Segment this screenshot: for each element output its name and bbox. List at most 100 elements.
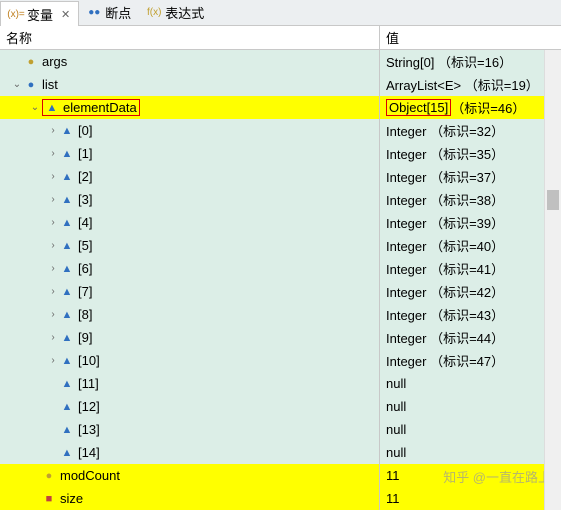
variable-value: Integer （标识=41） [380,257,561,280]
tree-row[interactable]: ›▲[12]null [0,395,561,418]
tree-row[interactable]: ›▲[2]Integer （标识=37） [0,165,561,188]
tree-row-name-cell: ›■size [0,487,380,510]
tree-row-name-cell: ›▲[7] [0,280,380,303]
variable-value: null [380,441,561,464]
tree-row-name-cell: ›▲[10] [0,349,380,372]
tree-row-name-cell: ›▲[13] [0,418,380,441]
variable-icon: ▲ [60,147,74,161]
tree-row[interactable]: ›▲[13]null [0,418,561,441]
close-icon[interactable]: ✕ [61,8,70,21]
tree-row-name-cell: ›▲[4] [0,211,380,234]
variable-icon: ▲ [60,377,74,391]
expand-icon[interactable]: › [46,354,60,368]
tree-row[interactable]: ›■size11 [0,487,561,510]
expand-icon[interactable]: › [46,147,60,161]
variable-icon: ● [24,55,38,69]
variables-tree: › ● args String[0] （标识=16）⌄●listArrayList<E… [0,50,561,510]
variable-value: Integer （标识=38） [380,188,561,211]
tree-row[interactable]: ›▲[11]null [0,372,561,395]
column-header-row: 名称 值 [0,26,561,50]
column-header-name[interactable]: 名称 [0,26,380,49]
tree-row-name-cell: ›●modCount [0,464,380,487]
variable-name: [11] [78,376,99,391]
variable-name: [14] [78,445,100,460]
tree-row[interactable]: ›▲[14]null [0,441,561,464]
variable-value: String[0] （标识=16） [380,50,561,73]
tree-row[interactable]: ›▲[3]Integer （标识=38） [0,188,561,211]
tab-label: 断点 [105,3,131,22]
tree-row[interactable]: ›▲[8]Integer （标识=43） [0,303,561,326]
tab-0[interactable]: (x)=变量✕ [0,1,79,26]
variable-value: ArrayList<E> （标识=19） [380,73,561,96]
tab-icon: (x)= [9,7,23,21]
variable-value: Integer （标识=47） [380,349,561,372]
tree-row-name-cell: ⌄▲elementData [0,96,380,119]
expand-icon[interactable]: › [46,170,60,184]
variable-name: modCount [60,468,120,483]
tree-row[interactable]: ›▲[9]Integer （标识=44） [0,326,561,349]
tab-icon: f(x) [147,6,161,20]
tree-row[interactable]: ⌄▲elementDataObject[15] （标识=46） [0,96,561,119]
variable-value: null [380,372,561,395]
variable-icon: ▲ [60,170,74,184]
variable-icon: ▲ [60,423,74,437]
variable-value: Integer （标识=44） [380,326,561,349]
variable-icon: ▲ [60,308,74,322]
expand-icon[interactable]: › [46,331,60,345]
expand-icon[interactable]: › [46,285,60,299]
tree-row[interactable]: ›●modCount11 [0,464,561,487]
variable-icon: ▲ [60,193,74,207]
variable-name: [6] [78,261,92,276]
variable-icon: ■ [42,492,56,506]
variable-icon: ▲ [45,101,59,115]
tree-row[interactable]: ›▲[0]Integer （标识=32） [0,119,561,142]
tree-row-name-cell: ⌄●list [0,73,380,96]
tree-row[interactable]: ›▲[4]Integer （标识=39） [0,211,561,234]
collapse-icon[interactable]: ⌄ [10,78,24,92]
tree-row[interactable]: ›▲[5]Integer （标识=40） [0,234,561,257]
variable-value: Object[15] （标识=46） [380,96,561,119]
tree-row[interactable]: ›▲[7]Integer （标识=42） [0,280,561,303]
variable-name: args [42,54,67,69]
column-header-value[interactable]: 值 [380,26,561,49]
variable-name: [1] [78,146,92,161]
tree-row[interactable]: ›▲ [6] Integer （标识=41） [0,257,561,280]
variable-value: 11 [380,464,561,487]
variable-icon: ▲ [60,446,74,460]
tree-row-name-cell: ›▲ [1] [0,142,380,165]
tree-row[interactable]: ›▲[1]Integer （标识=35） [0,142,561,165]
tab-label: 表达式 [165,3,204,22]
variable-value: Integer （标识=43） [380,303,561,326]
variable-value: Integer （标识=37） [380,165,561,188]
variable-name: size [60,491,83,506]
expand-icon[interactable]: › [46,193,60,207]
expand-icon[interactable]: › [46,239,60,253]
expand-icon[interactable]: › [46,124,60,138]
collapse-icon[interactable]: ⌄ [28,101,42,115]
tree-row-name-cell: ›▲[12] [0,395,380,418]
variable-value: Integer （标识=32） [380,119,561,142]
tree-row-name-cell: ›▲[3] [0,188,380,211]
variable-name: [4] [78,215,92,230]
variable-icon: ▲ [60,262,74,276]
variable-icon: ▲ [60,331,74,345]
scroll-thumb[interactable] [547,190,559,210]
vertical-scrollbar[interactable] [544,50,561,510]
tree-row-name-cell: ›▲ [6] [0,257,380,280]
variable-name: [0] [78,123,92,138]
variable-icon: ▲ [60,239,74,253]
tab-icon: ●● [87,6,101,20]
tree-row-name-cell: ›▲[9] [0,326,380,349]
tab-2[interactable]: f(x) 表达式 [139,0,212,25]
expand-icon[interactable]: › [46,262,60,276]
tree-row-name-cell: ›▲[0] [0,119,380,142]
variable-value: null [380,418,561,441]
expand-icon[interactable]: › [46,308,60,322]
tree-row[interactable]: ›●argsString[0] （标识=16） [0,50,561,73]
tree-row[interactable]: ›▲[10]Integer （标识=47） [0,349,561,372]
variable-name: [7] [78,284,92,299]
tree-row-name-cell: ›▲[5] [0,234,380,257]
tab-1[interactable]: ●● 断点 [79,0,139,25]
tree-row[interactable]: ⌄●listArrayList<E> （标识=19） [0,73,561,96]
expand-icon[interactable]: › [46,216,60,230]
